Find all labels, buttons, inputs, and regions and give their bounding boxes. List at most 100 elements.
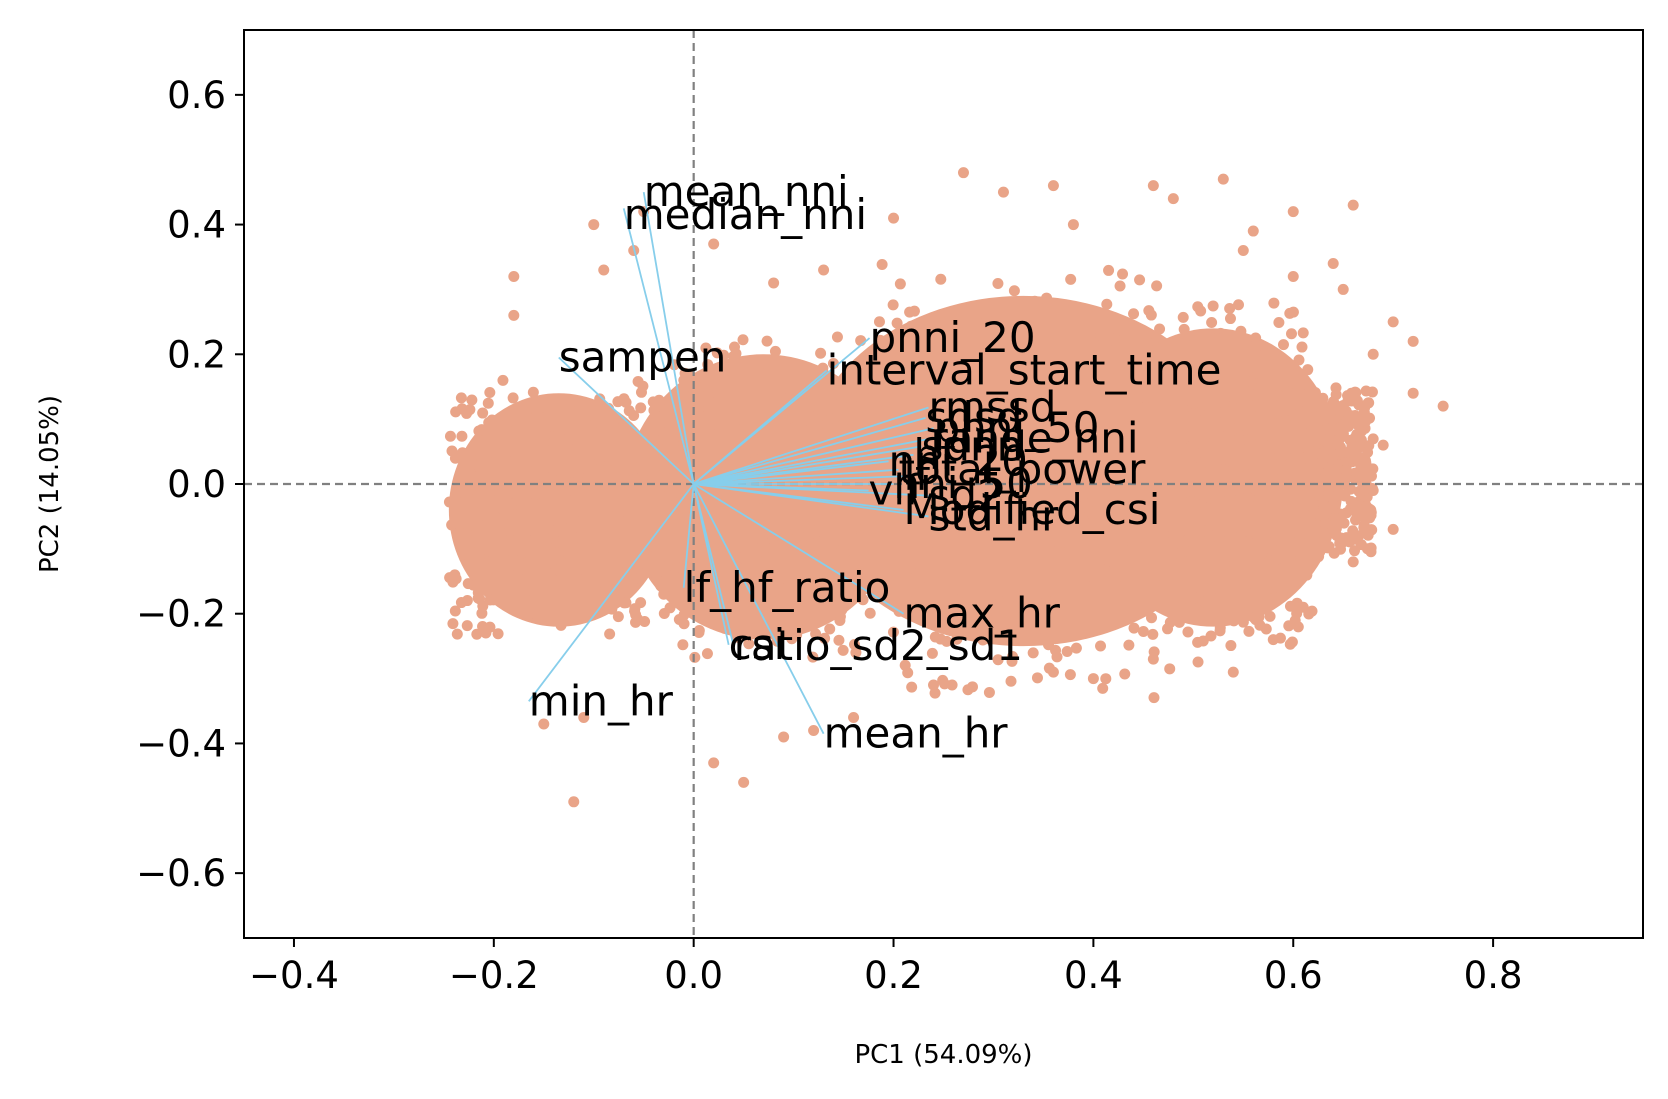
scatter-point xyxy=(1233,433,1245,445)
loading-label: Modified_csi xyxy=(904,485,1161,534)
scatter-point xyxy=(992,277,1004,289)
scatter-point xyxy=(1012,592,1024,604)
loading-vector xyxy=(692,483,825,735)
scatter-point xyxy=(474,520,486,532)
scatter-point xyxy=(1228,586,1240,598)
scatter-point xyxy=(1262,346,1274,358)
scatter-point xyxy=(1173,505,1185,517)
scatter-point xyxy=(928,536,940,548)
scatter-point xyxy=(501,417,513,429)
scatter-point xyxy=(1282,386,1294,398)
scatter-point xyxy=(1034,360,1046,372)
scatter-point xyxy=(778,731,790,743)
scatter-point xyxy=(1361,543,1373,555)
scatter-point xyxy=(1186,343,1198,355)
scatter-point xyxy=(650,415,662,427)
scatter-point xyxy=(930,431,942,443)
scatter-point xyxy=(625,551,637,563)
scatter-point xyxy=(444,430,456,442)
scatter-point xyxy=(508,587,520,599)
scatter-point xyxy=(1230,495,1242,507)
scatter-point xyxy=(591,440,603,452)
scatter-point xyxy=(1284,468,1296,480)
scatter-point xyxy=(837,644,849,656)
scatter-point xyxy=(861,399,873,411)
scatter-point xyxy=(1347,556,1359,568)
scatter-point xyxy=(461,595,473,607)
scatter-point xyxy=(828,592,840,604)
scatter-point xyxy=(961,595,973,607)
scatter-point xyxy=(1067,479,1079,491)
scatter-point xyxy=(1225,640,1237,652)
scatter-point xyxy=(606,603,618,615)
scatter-point xyxy=(538,470,550,482)
scatter-point xyxy=(639,616,651,628)
scatter-point xyxy=(1295,466,1307,478)
scatter-point xyxy=(713,550,725,562)
scatter-point xyxy=(1201,399,1213,411)
scatter-point xyxy=(1252,565,1264,577)
scatter-point xyxy=(454,450,466,462)
scatter-point xyxy=(677,639,689,651)
scatter-point xyxy=(1309,528,1321,540)
loading-label: mean_nni xyxy=(644,167,849,216)
scatter-point xyxy=(629,573,641,585)
scatter-point xyxy=(757,535,769,547)
scatter-point xyxy=(972,631,984,643)
scatter-point xyxy=(1337,283,1349,295)
y-tick-label: −0.2 xyxy=(136,593,226,636)
scatter-point xyxy=(1174,492,1186,504)
scatter-point xyxy=(1024,523,1036,535)
scatter-point xyxy=(1264,610,1276,622)
y-tick-label: −0.4 xyxy=(136,722,226,765)
scatter-point xyxy=(935,556,947,568)
scatter-point xyxy=(511,423,523,435)
scatter-point xyxy=(928,679,940,691)
scatter-point xyxy=(1129,598,1141,610)
scatter-point xyxy=(1151,426,1163,438)
scatter-point xyxy=(827,401,839,413)
scatter-point xyxy=(810,628,822,640)
scatter-point xyxy=(1127,528,1139,540)
scatter-point xyxy=(874,519,886,531)
scatter-point xyxy=(851,562,863,574)
scatter-point xyxy=(948,358,960,370)
scatter-point xyxy=(1245,376,1257,388)
y-tick-label: 0.0 xyxy=(167,463,226,506)
scatter-point xyxy=(1254,437,1266,449)
scatter-point xyxy=(939,678,951,690)
scatter-point xyxy=(1310,435,1322,447)
scatter-point xyxy=(933,460,945,472)
scatter-point xyxy=(963,503,975,515)
scatter-point xyxy=(897,370,909,382)
scatter-point xyxy=(941,635,953,647)
scatter-point xyxy=(1198,596,1210,608)
scatter-point xyxy=(1208,530,1220,542)
scatter-point xyxy=(832,388,844,400)
scatter-point xyxy=(1076,461,1088,473)
scatter-point xyxy=(961,493,973,505)
scatter-point xyxy=(1039,377,1051,389)
scatter-point xyxy=(453,486,465,498)
scatter-point xyxy=(1237,245,1249,257)
scatter-point xyxy=(551,536,563,548)
scatter-point xyxy=(543,487,555,499)
scatter-point xyxy=(980,309,992,321)
scatter-point xyxy=(674,461,686,473)
scatter-point xyxy=(1153,436,1165,448)
scatter-point xyxy=(1243,362,1255,374)
scatter-point xyxy=(1094,465,1106,477)
scatter-point xyxy=(922,504,934,516)
scatter-point xyxy=(1252,340,1264,352)
loading-vector xyxy=(693,437,931,485)
scatter-point xyxy=(1117,268,1129,280)
scatter-point xyxy=(568,796,580,808)
loading-label: range_nni xyxy=(931,414,1139,463)
scatter-point xyxy=(1053,537,1065,549)
scatter-point xyxy=(587,410,599,422)
scatter-point xyxy=(1134,274,1146,286)
y-tick-label: −0.6 xyxy=(136,852,226,895)
scatter-point xyxy=(849,638,861,650)
scatter-point xyxy=(1072,406,1084,418)
scatter-point xyxy=(1127,537,1139,549)
